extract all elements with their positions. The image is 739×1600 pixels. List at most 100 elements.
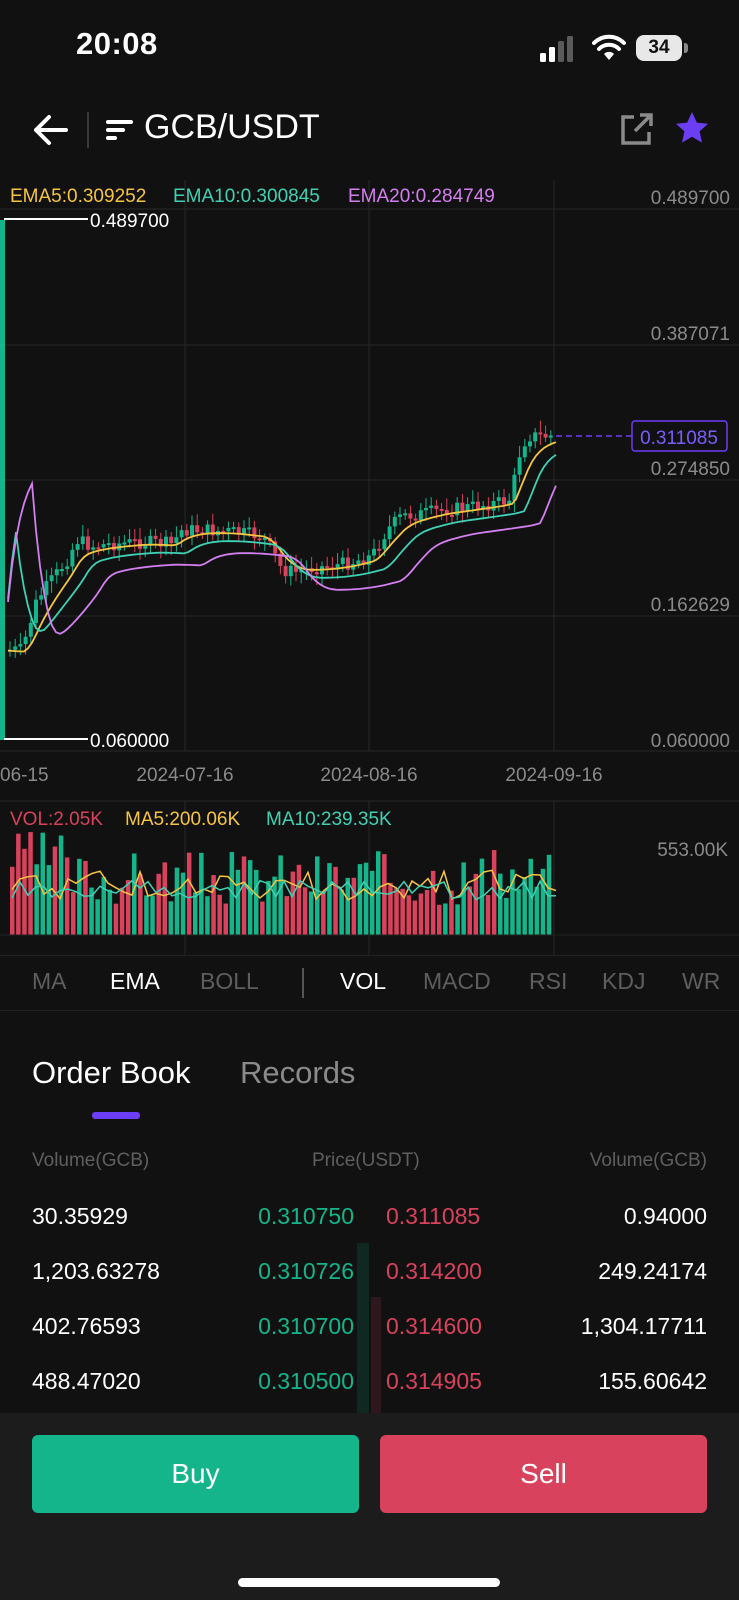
tab-rsi[interactable]: RSI bbox=[529, 968, 568, 994]
cellular-signal-icon bbox=[540, 36, 573, 62]
candle bbox=[398, 514, 402, 517]
candle bbox=[174, 537, 179, 544]
favorite-star-icon[interactable] bbox=[674, 110, 710, 146]
ema20-line bbox=[7, 480, 557, 635]
tab-vol[interactable]: VOL bbox=[340, 968, 387, 994]
tab-kdj[interactable]: KDJ bbox=[602, 968, 646, 994]
bid-volume: 30.35929 bbox=[32, 1203, 128, 1229]
candle bbox=[502, 497, 506, 505]
current-price-box bbox=[631, 420, 728, 452]
tab-boll[interactable]: BOLL bbox=[200, 968, 259, 994]
candle bbox=[460, 502, 465, 512]
candle bbox=[455, 502, 460, 516]
order-book-row[interactable]: 30.35929 0.310750 0.311085 0.94000 bbox=[0, 1203, 739, 1258]
wifi-icon bbox=[592, 34, 626, 60]
candle bbox=[179, 530, 184, 538]
ask-depth-bar bbox=[371, 1297, 381, 1413]
volume-bar bbox=[400, 888, 405, 935]
ema10-label: EMA10:0.300845 bbox=[173, 186, 320, 207]
volume-bar bbox=[388, 882, 393, 935]
candle bbox=[0, 220, 5, 740]
bid-price: 0.310700 bbox=[258, 1313, 354, 1339]
candle bbox=[75, 544, 80, 550]
candle bbox=[366, 555, 371, 565]
y-tick-label: 0.060000 bbox=[651, 731, 730, 752]
back-arrow-icon[interactable] bbox=[32, 110, 72, 150]
ema5-line bbox=[7, 441, 557, 653]
candle bbox=[476, 501, 480, 510]
candle bbox=[517, 457, 522, 475]
order-book-row[interactable]: 1,203.63278 0.310726 0.314200 249.24174 bbox=[0, 1258, 739, 1313]
candle bbox=[169, 536, 174, 544]
tab-order-book[interactable]: Order Book bbox=[32, 1055, 191, 1090]
pair-title[interactable]: GCB/USDT bbox=[144, 108, 320, 146]
volume-bar bbox=[382, 854, 387, 935]
candle bbox=[221, 530, 226, 533]
candle bbox=[127, 539, 132, 543]
market-list-icon[interactable] bbox=[106, 118, 134, 142]
price-chart[interactable]: EMA5:0.309252 EMA10:0.300845 EMA20:0.284… bbox=[0, 180, 739, 955]
tab-wr[interactable]: WR bbox=[682, 968, 721, 994]
ask-volume: 155.60642 bbox=[598, 1368, 707, 1394]
candle bbox=[288, 565, 293, 577]
battery-icon: 34 bbox=[636, 35, 690, 63]
volume-bar bbox=[363, 862, 369, 935]
ask-price: 0.314905 bbox=[386, 1368, 482, 1394]
candle bbox=[226, 527, 231, 532]
volume-bar bbox=[235, 869, 241, 935]
x-tick-label: 06-15 bbox=[0, 765, 49, 786]
ema20-label: EMA20:0.284749 bbox=[348, 186, 495, 207]
sell-button[interactable]: Sell bbox=[380, 1435, 707, 1513]
tab-ema[interactable]: EMA bbox=[110, 968, 160, 994]
tab-macd[interactable]: MACD bbox=[423, 968, 491, 994]
candle bbox=[283, 565, 288, 577]
volume-bar bbox=[162, 862, 167, 935]
candle bbox=[262, 537, 267, 540]
volume-bar bbox=[40, 832, 45, 935]
high-price-marker: 0.489700 bbox=[90, 211, 169, 232]
tab-ma[interactable]: MA bbox=[32, 968, 67, 994]
share-icon[interactable] bbox=[620, 112, 654, 146]
volume-bar bbox=[339, 889, 344, 935]
header-bid-volume: Volume(GCB) bbox=[32, 1150, 150, 1171]
volume-bar bbox=[180, 872, 186, 935]
volume-bar bbox=[284, 896, 289, 935]
volume-bar bbox=[101, 877, 106, 935]
candle bbox=[273, 541, 278, 554]
volume-bar bbox=[321, 891, 326, 935]
bid-depth-bar bbox=[357, 1243, 369, 1413]
candle bbox=[122, 542, 127, 545]
volume-bar bbox=[467, 886, 472, 935]
vol-ma5-label: MA5:200.06K bbox=[125, 809, 240, 830]
candle bbox=[49, 575, 54, 582]
vol-max-label: 553.00K bbox=[657, 840, 728, 861]
volume-bar bbox=[449, 890, 454, 935]
candle bbox=[356, 560, 361, 565]
volume-bar bbox=[369, 870, 375, 935]
candle bbox=[533, 432, 538, 442]
candle bbox=[294, 565, 298, 572]
volume-bars bbox=[0, 832, 739, 936]
volume-bar bbox=[46, 865, 52, 935]
candle bbox=[392, 516, 397, 527]
buy-button[interactable]: Buy bbox=[32, 1435, 359, 1513]
candle bbox=[18, 644, 23, 647]
candle bbox=[143, 545, 148, 549]
candle bbox=[346, 557, 350, 570]
volume-bar bbox=[327, 863, 332, 935]
ema5-label: EMA5:0.309252 bbox=[10, 186, 146, 207]
volume-bar bbox=[28, 832, 33, 935]
candle bbox=[39, 595, 44, 600]
candle bbox=[538, 432, 543, 435]
volume-bar bbox=[34, 864, 39, 935]
candle bbox=[496, 497, 501, 501]
volume-bar bbox=[205, 896, 210, 935]
volume-bar bbox=[455, 904, 460, 935]
candle bbox=[101, 544, 106, 548]
home-indicator bbox=[238, 1578, 500, 1587]
tab-records[interactable]: Records bbox=[240, 1055, 356, 1090]
order-book-row[interactable]: 402.76593 0.310700 0.314600 1,304.17711 bbox=[0, 1313, 739, 1368]
order-book-row[interactable]: 488.47020 0.310500 0.314905 155.60642 bbox=[0, 1368, 739, 1423]
ema10-line bbox=[7, 454, 557, 632]
bid-volume: 488.47020 bbox=[32, 1368, 141, 1394]
